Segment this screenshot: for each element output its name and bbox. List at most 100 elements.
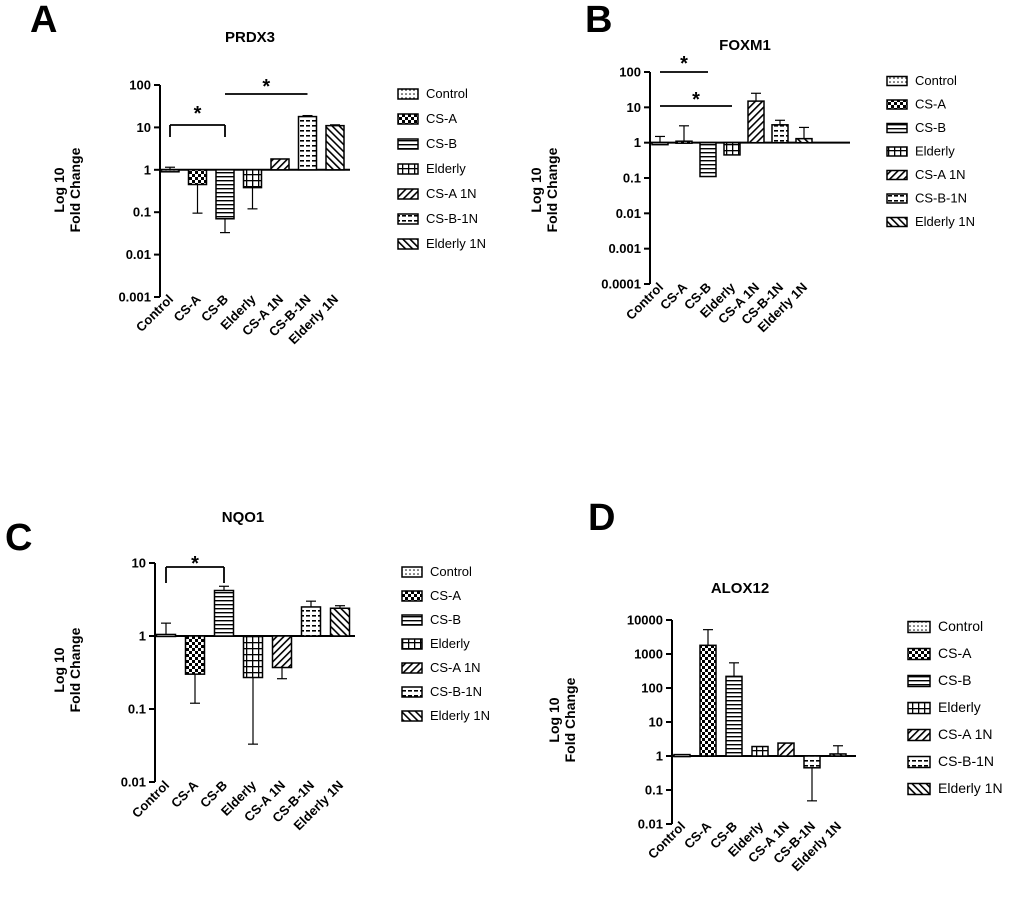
legend-swatch xyxy=(401,710,423,722)
y-axis-label-d: Log 10 Fold Change xyxy=(546,677,578,762)
legend-label: CS-A xyxy=(430,588,461,603)
y-tick-label: 0.1 xyxy=(133,205,151,220)
legend-item-elderly: Elderly xyxy=(907,699,981,715)
svg-text:Log 10: Log 10 xyxy=(528,167,544,212)
bar-elderly-1n xyxy=(795,137,813,144)
legend-label: Elderly 1N xyxy=(430,708,490,723)
svg-text:Fold Change: Fold Change xyxy=(544,147,560,232)
legend-item-cs-b: CS-B xyxy=(907,672,971,688)
chart-area-b: 0.00010.0010.010.1110100ControlCS-ACS-BE… xyxy=(601,53,850,335)
legend-label: Elderly xyxy=(915,144,955,159)
y-tick-label: 100 xyxy=(619,65,641,80)
legend-item-cs-a-1n: CS-A 1N xyxy=(397,186,477,201)
legend-item-cs-b: CS-B xyxy=(397,136,457,151)
legend-swatch xyxy=(397,138,419,150)
bar-elderly xyxy=(242,635,264,679)
panel-letter-c: C xyxy=(5,517,32,559)
legend-swatch xyxy=(401,662,423,674)
panel-d: D ALOX12 Log 10 Fold Change 0.01 0.1 1 10 10… xyxy=(546,497,1003,874)
legend-swatch xyxy=(401,566,423,578)
panel-b: B FOXM1 Log 10 Fold Change 0.0001 0.001 0.… xyxy=(528,0,975,335)
legend-label: CS-A 1N xyxy=(915,167,966,182)
legend-label: Control xyxy=(915,73,957,88)
legend-item-cs-a: CS-A xyxy=(907,645,972,661)
x-tick-label: CS-A xyxy=(681,818,715,852)
panel-letter-d: D xyxy=(588,497,615,539)
legend-label: Control xyxy=(938,618,983,634)
legend-swatch xyxy=(907,728,931,742)
legend-item-control: Control xyxy=(907,618,983,634)
y-tick-label: 10 xyxy=(627,100,641,115)
legend-label: CS-A xyxy=(426,111,457,126)
legend-item-cs-a: CS-A xyxy=(401,588,461,603)
legend-label: CS-B xyxy=(938,672,971,688)
legend-swatch xyxy=(907,647,931,661)
bar-control xyxy=(651,141,669,146)
y-tick-label: 0.01 xyxy=(638,817,663,832)
legend-item-elderly-1n: Elderly 1N xyxy=(397,236,486,251)
significance-star: * xyxy=(191,553,199,575)
bar-elderly xyxy=(751,745,769,757)
bar-elderly-1n xyxy=(329,607,351,637)
y-tick-label: 100 xyxy=(641,681,663,696)
legend-swatch xyxy=(886,169,908,181)
bar-cs-b-1n xyxy=(803,755,821,769)
y-tick-label: 0.01 xyxy=(121,775,146,790)
legend-swatch xyxy=(886,122,908,134)
y-tick-label: 0.0001 xyxy=(601,277,641,292)
significance-star: * xyxy=(194,103,202,125)
y-tick-label: 10 xyxy=(132,556,146,571)
bar-cs-b-1n xyxy=(771,124,789,144)
y-tick-label: 0.001 xyxy=(608,241,641,256)
legend-swatch xyxy=(886,75,908,87)
y-tick-label: 0.01 xyxy=(616,206,641,221)
legend-label: Elderly 1N xyxy=(938,780,1003,796)
legend-label: CS-A 1N xyxy=(938,726,992,742)
legend-label: Elderly xyxy=(426,161,466,176)
legend-swatch xyxy=(401,590,423,602)
chart-area-d: 0.010.1110100100010000ControlCS-ACS-BEld… xyxy=(627,613,856,874)
chart-title-b: FOXM1 xyxy=(719,37,771,54)
y-tick-label: 0.1 xyxy=(623,171,641,186)
bar-elderly xyxy=(723,141,741,156)
svg-text:Fold Change: Fold Change xyxy=(67,147,83,232)
panel-letter-b: B xyxy=(585,0,612,41)
bar-cs-a-1n xyxy=(270,158,290,171)
legend-swatch xyxy=(397,188,419,200)
legend-label: Elderly xyxy=(938,699,981,715)
bar-cs-b-1n xyxy=(297,115,318,171)
legend-label: CS-B xyxy=(915,120,946,135)
y-tick-label: 0.01 xyxy=(126,247,151,262)
legend-swatch xyxy=(401,614,423,626)
panel-c: C NQO1 Log 10 Fold Change 0.01 0.1 1 10 Cont… xyxy=(5,509,490,833)
chart-title-c: NQO1 xyxy=(222,509,265,526)
legend-swatch xyxy=(907,755,931,769)
bar-cs-a xyxy=(184,635,206,675)
panel-letter-a: A xyxy=(30,0,57,41)
legend-label: Control xyxy=(426,86,468,101)
legend-label: CS-B-1N xyxy=(426,211,478,226)
bar-cs-a-1n xyxy=(747,100,765,144)
y-tick-label: 100 xyxy=(129,78,151,93)
legend-item-control: Control xyxy=(401,564,472,579)
legend-label: Elderly xyxy=(430,636,470,651)
svg-text:Fold Change: Fold Change xyxy=(67,627,83,712)
legend-swatch xyxy=(886,216,908,228)
significance-star: * xyxy=(262,76,270,98)
bar-elderly-1n xyxy=(325,124,345,171)
legend-c: Control CS-A CS-B Elderly CS-A 1N CS-B-1N Elde… xyxy=(401,564,490,723)
y-axis-label-b: Log 10 Fold Change xyxy=(528,147,560,232)
bar-cs-b xyxy=(213,589,235,637)
y-tick-label: 1 xyxy=(656,749,663,764)
legend-label: CS-A 1N xyxy=(430,660,481,675)
legend-swatch xyxy=(886,146,908,157)
bar-cs-b xyxy=(215,169,235,220)
bar-elderly xyxy=(242,169,263,189)
bar-elderly-1n xyxy=(829,753,847,757)
legend-item-elderly: Elderly xyxy=(397,161,466,176)
y-tick-label: 10000 xyxy=(627,613,663,628)
legend-label: CS-B xyxy=(430,612,461,627)
legend-item-control: Control xyxy=(886,73,957,88)
